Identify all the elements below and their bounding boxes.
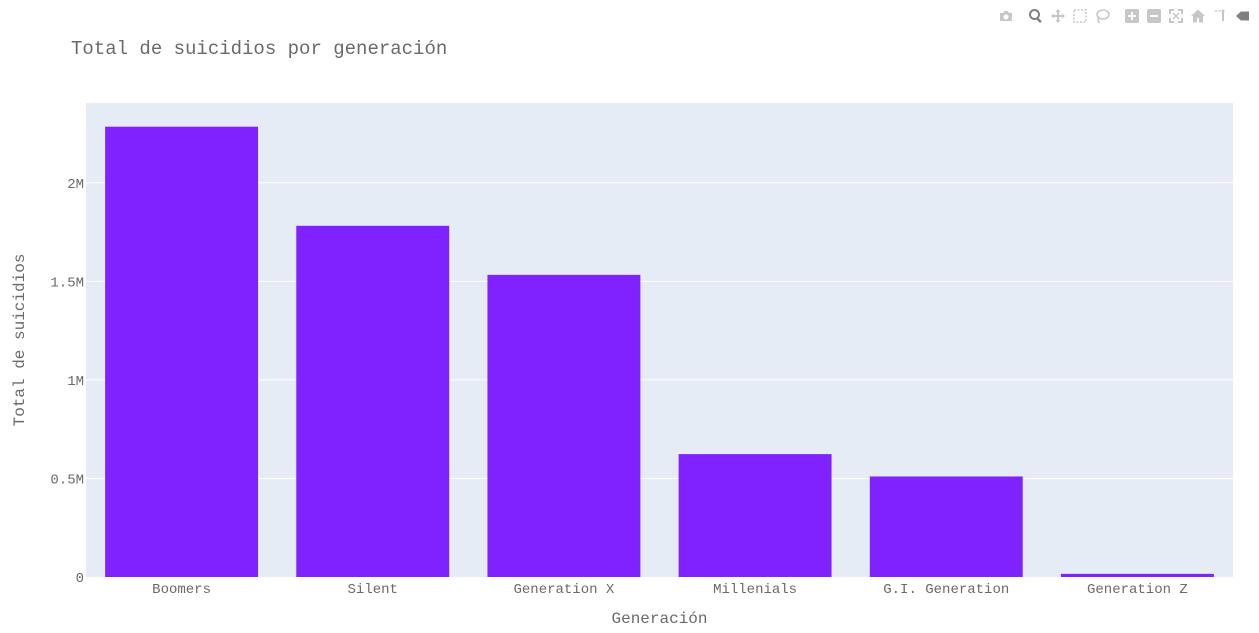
home-button[interactable]	[1187, 6, 1209, 26]
bar-boomers[interactable]	[105, 126, 259, 578]
zoom-icon	[1029, 9, 1042, 24]
x-tick-label: Generation X	[514, 582, 615, 598]
x-tick-label: Millenials	[713, 582, 797, 598]
y-axis-ticks: 0 0.5M 1M 1.5M 2M	[50, 177, 84, 587]
y-tick-label: 2M	[67, 177, 84, 193]
spike-lines-button[interactable]	[1209, 6, 1231, 26]
home-icon	[1191, 9, 1205, 23]
y-tick-label: 1M	[67, 374, 84, 390]
plot-area[interactable]	[86, 103, 1233, 577]
y-tick-label: 0.5M	[50, 472, 84, 488]
autoscale-button[interactable]	[1165, 6, 1187, 26]
bar-generation-z[interactable]	[1060, 573, 1214, 577]
pan-button[interactable]	[1047, 6, 1069, 26]
zoom-out-icon	[1147, 9, 1161, 23]
bar-generation-x[interactable]	[487, 274, 641, 577]
x-axis-ticks: Boomers Silent Generation X Millenials G.I. …	[152, 582, 1188, 598]
chart-title: Total de suicidios por generación	[71, 38, 447, 60]
box-select-button[interactable]	[1069, 6, 1091, 26]
gridlines	[86, 182, 1233, 479]
hover-closest-button[interactable]	[1231, 6, 1253, 26]
x-axis-title: Generación	[611, 610, 707, 628]
bar-silent[interactable]	[296, 225, 450, 577]
lasso-select-button[interactable]	[1091, 6, 1113, 26]
camera-button[interactable]	[995, 6, 1017, 26]
hover-closest-icon	[1236, 11, 1249, 21]
bar-g-i-generation[interactable]	[869, 476, 1023, 577]
box-select-icon	[1073, 9, 1087, 23]
y-tick-label: 0	[76, 571, 84, 587]
bars	[105, 126, 1214, 578]
zoom-button[interactable]	[1025, 6, 1047, 26]
x-tick-label: Silent	[348, 582, 398, 598]
y-tick-label: 1.5M	[50, 275, 84, 291]
y-axis-title: Total de suicidios	[11, 254, 29, 427]
zoom-in-button[interactable]	[1121, 6, 1143, 26]
camera-icon	[1000, 11, 1012, 21]
x-tick-label: Boomers	[152, 582, 211, 598]
zoom-out-button[interactable]	[1143, 6, 1165, 26]
zoom-in-icon	[1125, 9, 1139, 23]
bar-millenials[interactable]	[678, 454, 832, 577]
pan-icon	[1051, 9, 1065, 23]
lasso-select-icon	[1096, 9, 1110, 24]
x-tick-label: G.I. Generation	[883, 582, 1009, 598]
spike-lines-icon	[1215, 9, 1225, 21]
chart-modebar	[995, 6, 1253, 26]
autoscale-icon	[1169, 9, 1183, 23]
x-tick-label: Generation Z	[1087, 582, 1188, 598]
